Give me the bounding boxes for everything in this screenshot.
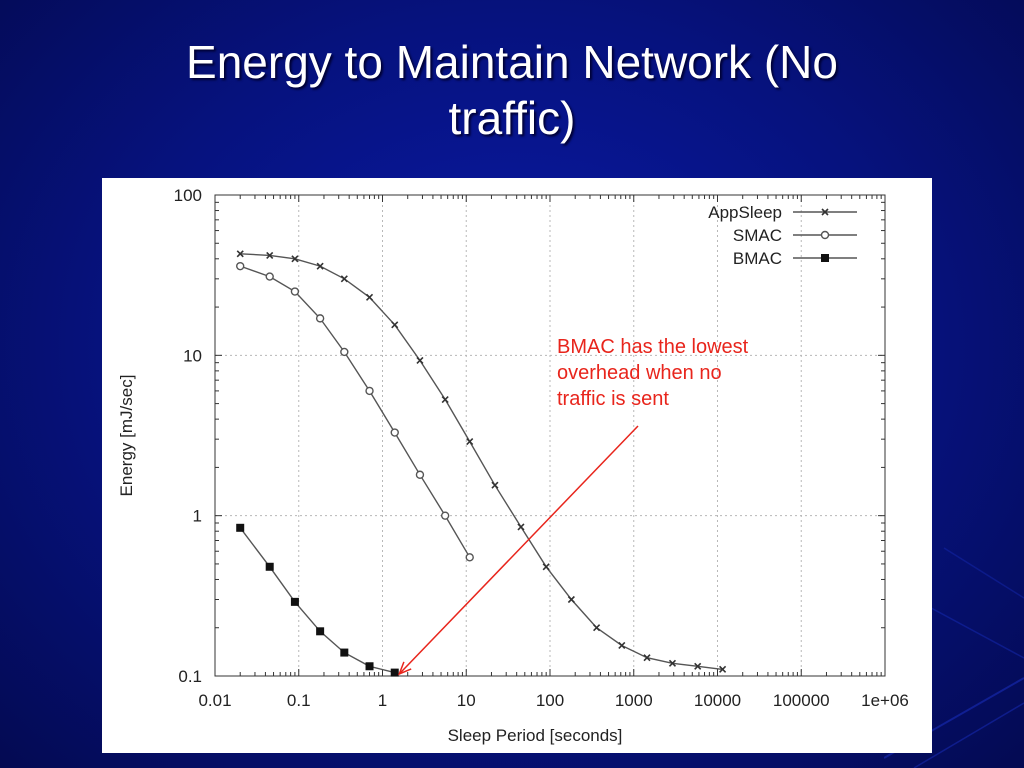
x-tick-label: 1000 xyxy=(615,691,653,710)
data-point-x xyxy=(236,250,244,258)
data-point-x xyxy=(266,251,274,259)
data-point-x xyxy=(391,321,399,329)
legend-label: BMAC xyxy=(733,249,782,268)
data-point-x xyxy=(365,293,374,301)
data-point-circle xyxy=(390,428,399,437)
data-point-square xyxy=(265,562,274,571)
x-tick-label: 100 xyxy=(536,691,564,710)
data-point-x xyxy=(593,624,601,632)
y-tick-label: 0.1 xyxy=(178,667,202,686)
annotation-line: BMAC has the lowest xyxy=(557,336,749,358)
x-tick-label: 10 xyxy=(457,691,476,710)
data-point-x xyxy=(416,356,424,364)
x-tick-label: 0.01 xyxy=(198,691,231,710)
data-point-x xyxy=(340,275,348,283)
data-point-circle xyxy=(365,386,374,396)
x-tick-label: 1 xyxy=(378,691,387,710)
x-tick-label: 100000 xyxy=(773,691,830,710)
data-point-x xyxy=(441,395,449,404)
x-axis-label: Sleep Period [seconds] xyxy=(448,726,623,745)
y-tick-label: 1 xyxy=(193,507,202,526)
series-smac xyxy=(236,261,474,562)
data-point-x xyxy=(821,208,829,216)
annotation-line: overhead when no xyxy=(557,362,722,384)
series-bmac xyxy=(236,523,399,677)
series-appsleep xyxy=(236,250,727,673)
slide-title: Energy to Maintain Network (No traffic) xyxy=(0,34,1024,146)
data-point-x xyxy=(668,659,677,667)
x-tick-label: 10000 xyxy=(694,691,741,710)
legend: AppSleep SMAC BMAC xyxy=(708,203,857,268)
data-point-x xyxy=(491,481,499,489)
data-point-square xyxy=(316,627,325,636)
x-tick-label: 1e+06 xyxy=(861,691,909,710)
data-point-circle xyxy=(820,230,830,240)
data-point-x xyxy=(643,654,651,662)
annotation-text: BMAC has the lowest overhead when no tra… xyxy=(557,334,817,412)
slide-title-line2: traffic) xyxy=(448,92,576,144)
slide-title-line1: Energy to Maintain Network (No xyxy=(186,36,838,88)
data-point-x xyxy=(542,563,550,571)
data-point-circle xyxy=(265,272,274,281)
data-point-square xyxy=(390,668,399,677)
chart-panel: 0.01 0.1 1 10 100 1000 10000 100000 1e+06 0.1 1 10 1… xyxy=(102,178,932,753)
data-point-square xyxy=(821,254,829,262)
data-point-circle xyxy=(236,261,245,271)
x-tick-label: 0.1 xyxy=(287,691,311,710)
grid xyxy=(214,194,886,677)
y-tick-label: 100 xyxy=(174,186,202,205)
data-point-x xyxy=(291,255,299,263)
legend-label: AppSleep xyxy=(708,203,782,222)
legend-label: SMAC xyxy=(733,226,782,245)
data-point-x xyxy=(316,262,324,270)
data-point-circle xyxy=(465,553,474,562)
y-axis-label: Energy [mJ/sec] xyxy=(117,375,136,497)
series-line xyxy=(240,253,723,671)
data-point-x xyxy=(719,665,727,673)
data-point-circle xyxy=(290,287,300,296)
annotation-arrow xyxy=(397,425,639,676)
data-point-circle xyxy=(440,511,450,520)
annotation-line: traffic is sent xyxy=(557,388,669,410)
data-point-square xyxy=(236,523,245,532)
series-line xyxy=(239,527,395,674)
energy-chart: 0.01 0.1 1 10 100 1000 10000 100000 1e+06 0.1 1 10 1… xyxy=(117,186,909,745)
data-point-circle xyxy=(340,347,349,357)
data-point-x xyxy=(694,662,702,670)
data-point-circle xyxy=(415,470,425,479)
arrow-head xyxy=(397,661,412,676)
data-point-x xyxy=(567,595,575,604)
data-point-square xyxy=(365,662,374,671)
data-point-x xyxy=(466,437,474,446)
data-point-square xyxy=(290,597,299,606)
data-point-square xyxy=(340,648,349,657)
data-point-x xyxy=(618,641,626,650)
series-line xyxy=(239,265,471,558)
y-tick-label: 10 xyxy=(183,346,202,365)
arrow-shaft xyxy=(398,425,639,675)
data-point-circle xyxy=(315,314,325,323)
data-point-x xyxy=(517,523,525,531)
